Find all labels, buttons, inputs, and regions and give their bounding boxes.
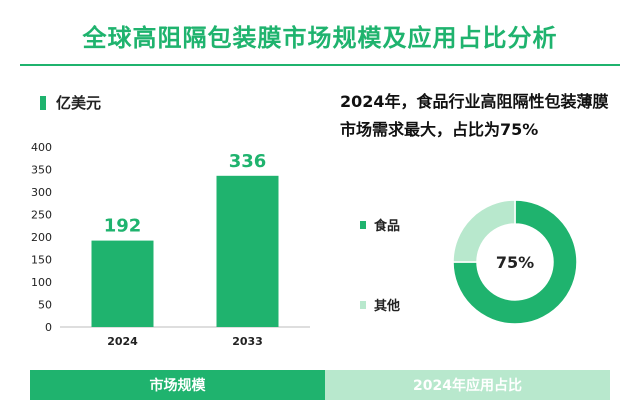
unit-legend: 亿美元 — [40, 92, 101, 113]
donut-slice-1 — [452, 199, 516, 263]
pie-legend-item-other: 其他 — [360, 295, 400, 314]
y-tick-label: 50 — [38, 299, 52, 312]
donut-chart: 75% — [452, 199, 578, 325]
page-title: 全球高阻隔包装膜市场规模及应用占比分析 — [82, 24, 558, 52]
bar-2033 — [216, 175, 279, 327]
x-tick-label-2033: 2033 — [232, 335, 263, 348]
donut-center-label: 75% — [496, 253, 534, 272]
title-divider — [20, 64, 620, 66]
unit-label: 亿美元 — [56, 94, 102, 112]
bar-chart: 0 50 100 150 200 250 300 350 400 192 2024 336 2033 — [31, 141, 310, 348]
y-tick-label: 350 — [31, 164, 52, 177]
y-tick-label: 200 — [31, 231, 52, 244]
headline-text: 2024年，食品行业高阻隔性包装薄膜市场需求最大，占比为75% — [340, 92, 609, 139]
legend-label-food: 食品 — [374, 219, 401, 234]
y-tick-label: 400 — [31, 141, 52, 154]
x-tick-label-2024: 2024 — [107, 335, 138, 348]
footer-market-size: 市场规模 — [30, 370, 325, 400]
footer-application-share: 2024年应用占比 — [325, 370, 610, 400]
legend-label-other: 其他 — [374, 299, 401, 314]
y-tick-label: 300 — [31, 186, 52, 199]
pie-legend-item-food: 食品 — [360, 215, 400, 234]
legend-swatch-food — [360, 220, 366, 229]
y-tick-label: 100 — [31, 276, 52, 289]
y-tick-label: 250 — [31, 209, 52, 222]
y-tick-label: 0 — [45, 321, 52, 334]
unit-swatch — [40, 95, 46, 110]
donut-slice-0 — [452, 199, 578, 325]
y-tick-label: 150 — [31, 254, 52, 267]
bar-2024 — [91, 240, 154, 327]
data-label-2024: 192 — [104, 216, 142, 237]
legend-swatch-other — [360, 300, 366, 309]
data-label-2033: 336 — [229, 151, 267, 172]
